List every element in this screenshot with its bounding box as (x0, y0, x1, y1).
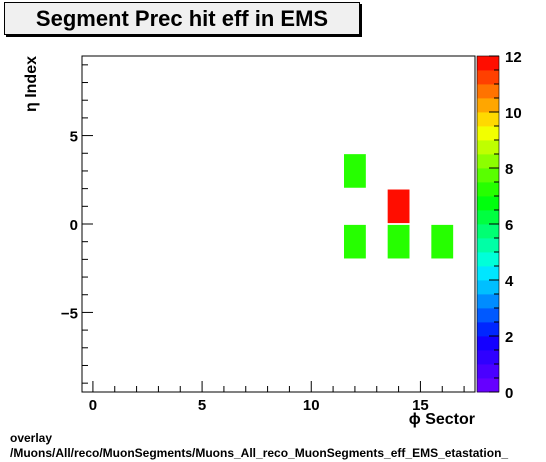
heatmap-cell (344, 154, 366, 188)
heatmap-cell (387, 224, 410, 259)
plot-area (81, 55, 476, 393)
colorbar-segment (477, 280, 499, 295)
footer-overlay-label: overlay (10, 431, 53, 445)
heatmap-cell (431, 224, 454, 259)
x-tick-label: 5 (198, 397, 206, 414)
x-tick-label: 15 (412, 397, 429, 414)
colorbar-segment (477, 112, 499, 127)
colorbar-tick-label: 8 (505, 161, 513, 178)
colorbar-tick-label: 10 (505, 105, 522, 122)
colorbar-segment (477, 210, 499, 225)
x-tick-label: 0 (89, 397, 97, 414)
colorbar-segment (477, 98, 499, 113)
colorbar-tick-label: 2 (505, 329, 513, 346)
colorbar-segment (477, 294, 499, 309)
colorbar-segment (477, 266, 499, 281)
colorbar-tick-label: 4 (505, 273, 514, 290)
heatmap-cell (344, 224, 366, 259)
heatmap-cell (387, 189, 410, 224)
chart-title-box: Segment Prec hit eff in EMS (4, 2, 360, 35)
colorbar-segment (477, 56, 499, 71)
colorbar-segment (477, 154, 499, 169)
colorbar-segment (477, 168, 499, 183)
x-axis-label: ϕ Sector (409, 411, 475, 428)
y-tick-label: −5 (61, 305, 78, 322)
colorbar-segment (477, 84, 499, 99)
colorbar-segment (477, 252, 499, 267)
heatmap-cells (344, 154, 454, 259)
colorbar-segment (477, 322, 499, 337)
colorbar-segment (477, 224, 499, 239)
colorbar-segment (477, 140, 499, 155)
axes: 0 5 10 15 −5 0 5 (61, 64, 465, 414)
colorbar-segment (477, 196, 499, 211)
colorbar-segment (477, 350, 499, 365)
colorbar-tick-label: 12 (505, 49, 522, 66)
colorbar-segment (477, 182, 499, 197)
chart-title: Segment Prec hit eff in EMS (35, 5, 329, 31)
x-tick-label: 10 (303, 397, 320, 414)
y-axis-label: η Index (23, 56, 40, 112)
colorbar-segment (477, 308, 499, 323)
colorbar-tick-label: 0 (505, 385, 513, 402)
y-tick-label: 5 (70, 129, 78, 146)
colorbar-tick-label: 6 (505, 217, 513, 234)
colorbar-segment (477, 364, 499, 379)
colorbar-segment (477, 378, 499, 393)
colorbar-segment (477, 70, 499, 85)
color-scale-bar: 0 2 4 6 8 10 12 (476, 49, 522, 402)
colorbar-segment (477, 336, 499, 351)
colorbar-segment (477, 126, 499, 141)
plot-frame (81, 55, 476, 393)
y-tick-label: 0 (70, 217, 78, 234)
footer-path-label: /Muons/All/reco/MuonSegments/Muons_All_r… (10, 446, 509, 460)
colorbar-segment (477, 238, 499, 253)
